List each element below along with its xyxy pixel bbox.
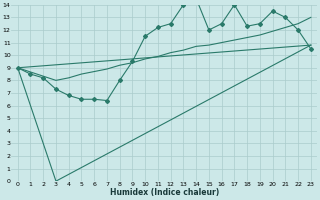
- X-axis label: Humidex (Indice chaleur): Humidex (Indice chaleur): [110, 188, 219, 197]
